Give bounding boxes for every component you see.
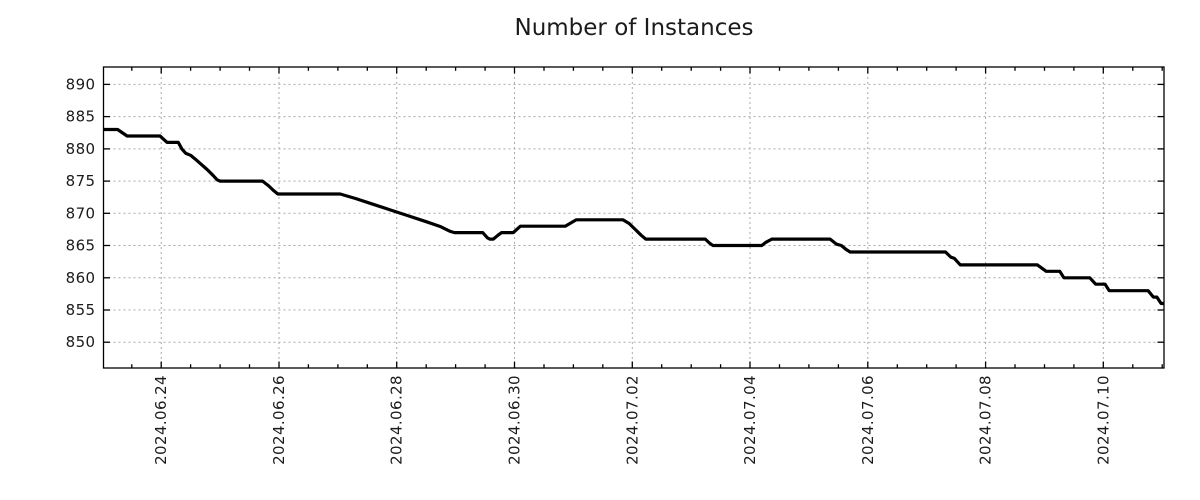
data-line-series-instances	[103, 127, 1164, 306]
x-tick-label: 2024.07.02	[623, 375, 641, 465]
x-tick-label: 2024.06.24	[152, 375, 170, 465]
gridlines	[103, 67, 1164, 368]
y-tick-label: 860	[66, 269, 96, 287]
y-tick-label: 870	[66, 204, 96, 222]
plot-border	[102, 66, 1165, 369]
y-tick-label: 850	[66, 333, 96, 351]
x-tick-label: 2024.07.10	[1094, 375, 1112, 465]
y-tick-labels: 850 855 860 865 870 875 880 885 890	[66, 75, 96, 351]
x-tick-label: 2024.06.26	[270, 375, 288, 465]
y-tick-label: 880	[66, 140, 96, 158]
x-tick-labels: 2024.06.24 2024.06.26 2024.06.28 2024.06.30…	[152, 375, 1112, 465]
x-tick-label: 2024.07.04	[741, 375, 759, 465]
y-tick-label: 890	[66, 75, 96, 93]
x-tick-label: 2024.07.06	[859, 375, 877, 465]
x-tick-label: 2024.06.30	[506, 375, 524, 465]
y-tick-label: 875	[66, 172, 96, 190]
y-tick-label: 885	[66, 108, 96, 126]
x-tick-label: 2024.06.28	[388, 375, 406, 465]
y-tick-label: 855	[66, 301, 96, 319]
axis-ticks	[103, 67, 1164, 368]
chart-title: Number of Instances	[514, 15, 754, 41]
x-tick-label: 2024.07.08	[977, 375, 995, 465]
y-tick-label: 865	[66, 237, 96, 255]
